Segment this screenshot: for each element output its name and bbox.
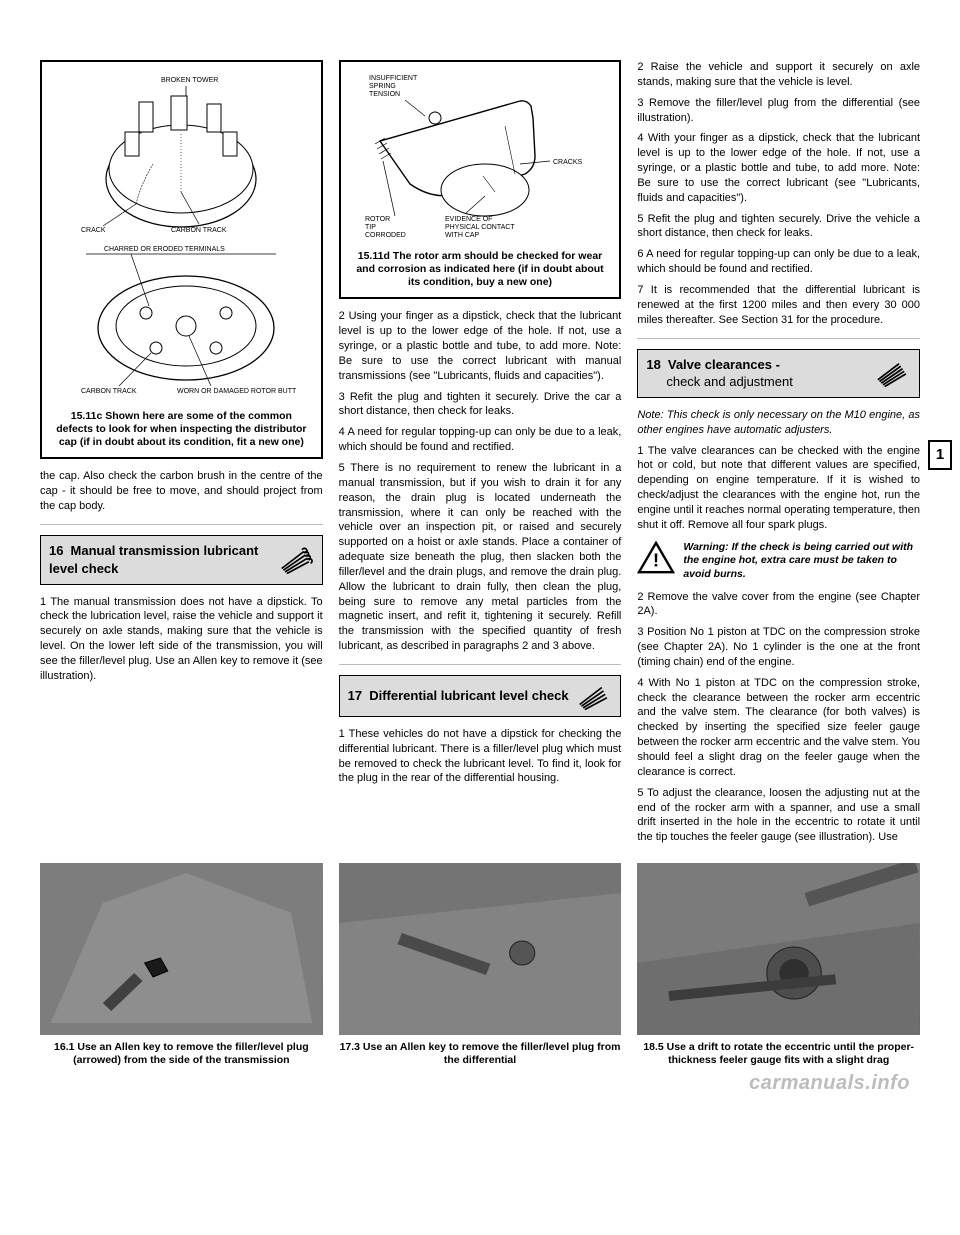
s18-p5: 5 To adjust the clearance, loosen the ad… (637, 786, 920, 845)
diagram-rotor-arm: INSUFFICIENTSPRINGTENSION (355, 66, 605, 246)
photo-16-1-caption: 16.1 Use an Allen key to remove the fill… (40, 1041, 323, 1067)
section-18-num: 18 (646, 356, 660, 374)
section-16-num: 16 (49, 542, 63, 560)
col3-p5: 6 A need for regular topping-up can only… (637, 247, 920, 277)
side-tab-label: 1 (936, 445, 944, 465)
wrench-rating-icon-4 (280, 546, 314, 574)
label-carbon-track-bot: CARBON TRACK (81, 388, 137, 395)
fig-15-11c-caption: 15.11c Shown here are some of the common… (46, 406, 317, 453)
label-cracks: CRACKS (553, 159, 583, 166)
label-worn: WORN OR DAMAGED ROTOR BUTTON (177, 388, 296, 395)
s16-p3: 3 Refit the plug and tighten it securely… (339, 390, 622, 420)
section-17-header: 17 Differential lubricant level check (339, 675, 622, 717)
s18-p3: 3 Position No 1 piston at TDC on the com… (637, 625, 920, 670)
figure-15-11d: INSUFFICIENTSPRINGTENSION (339, 60, 622, 299)
section-17-num: 17 (348, 687, 362, 705)
section-17-title: Differential lubricant level check (369, 688, 568, 703)
s16-p2: 2 Using your finger as a dipstick, check… (339, 309, 622, 383)
label-tip: ROTORTIPCORRODED (365, 216, 406, 239)
col3-p4: 5 Refit the plug and tighten securely. D… (637, 212, 920, 242)
s16-p1: 1 The manual transmission does not have … (40, 595, 323, 684)
diagram-distributor-cap: BROKEN TOWER (66, 66, 296, 406)
section-18-header: 18 Valve clearances - check and adjustme… (637, 349, 920, 398)
s16-p5: 5 There is no requirement to renew the l… (339, 461, 622, 654)
warning-text: Warning: If the check is being carried o… (683, 541, 920, 582)
label-crack: CRACK (81, 227, 106, 234)
photo-18-5-caption: 18.5 Use a drift to rotate the eccentric… (637, 1041, 920, 1067)
s17-p1: 1 These vehicles do not have a dipstick … (339, 727, 622, 786)
wrench-rating-icon-4b (578, 682, 612, 710)
photo-17-3 (339, 863, 622, 1035)
section-16-header: 16 Manual transmission lubricant level c… (40, 535, 323, 585)
col3-p3: 4 With your finger as a dipstick, check … (637, 131, 920, 205)
col3-p1: 2 Raise the vehicle and support it secur… (637, 60, 920, 90)
photo-17-3-caption: 17.3 Use an Allen key to remove the fill… (339, 1041, 622, 1067)
s18-p1: 1 The valve clearances can be checked wi… (637, 444, 920, 533)
label-carbon-track-top: CARBON TRACK (171, 227, 227, 234)
s18-p4: 4 With No 1 piston at TDC on the compres… (637, 676, 920, 780)
col3-p6: 7 It is recommended that the differentia… (637, 283, 920, 328)
label-charred: CHARRED OR ERODED TERMINALS (104, 246, 225, 253)
side-tab: 1 (928, 440, 952, 470)
watermark: carmanuals.info (749, 1070, 910, 1097)
section-16-title: Manual transmission lubricant level chec… (49, 543, 258, 576)
warning-icon: ! (637, 541, 675, 580)
photo-16-1 (40, 863, 323, 1035)
label-spring: INSUFFICIENTSPRINGTENSION (369, 75, 418, 98)
section-18-sub: check and adjustment (666, 373, 792, 391)
photo-18-5 (637, 863, 920, 1035)
label-broken-tower: BROKEN TOWER (161, 77, 218, 84)
section-18-title: Valve clearances - (668, 357, 780, 372)
fig-15-11d-caption: 15.11d The rotor arm should be checked f… (345, 246, 616, 293)
col3-p2: 3 Remove the filler/level plug from the … (637, 96, 920, 126)
svg-text:!: ! (653, 550, 659, 571)
s18-p2: 2 Remove the valve cover from the engine… (637, 590, 920, 620)
label-evidence: EVIDENCE OFPHYSICAL CONTACTWITH CAP (445, 216, 515, 239)
s18-note: Note: This check is only necessary on th… (637, 408, 920, 438)
col1-p1: the cap. Also check the carbon brush in … (40, 469, 323, 514)
s16-p4: 4 A need for regular topping-up can only… (339, 425, 622, 455)
warning-box: ! Warning: If the check is being carried… (637, 541, 920, 582)
wrench-rating-icon-5 (877, 359, 911, 387)
figure-15-11c: BROKEN TOWER (40, 60, 323, 459)
